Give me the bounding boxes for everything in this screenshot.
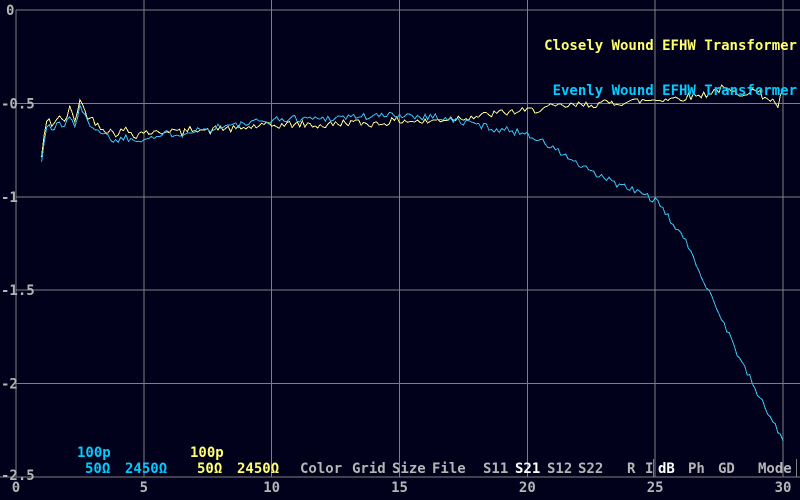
trace-evenly-wound [41, 103, 784, 441]
trace-closely-wound [41, 84, 784, 157]
menu-imaginary[interactable]: I [645, 461, 654, 477]
menu-separator-right [796, 459, 797, 477]
menu-real[interactable]: R [627, 461, 636, 477]
menu-file[interactable]: File [432, 461, 466, 477]
yellow-capacitance-value[interactable]: 100p [190, 445, 224, 461]
menu-grid[interactable]: Grid [352, 461, 386, 477]
menu-mode[interactable]: Mode [758, 461, 792, 477]
x-axis-label: 20 [519, 480, 536, 496]
y-axis-label: -1 [1, 190, 18, 206]
y-axis-label: -1.5 [1, 283, 35, 299]
menu-separator [653, 459, 654, 477]
x-axis-label: 5 [140, 480, 148, 496]
menu-ph[interactable]: Ph [688, 461, 705, 477]
cyan-capacitance-value[interactable]: 100p [77, 445, 111, 461]
y-axis-label: -2 [1, 377, 18, 393]
menu-color[interactable]: Color [300, 461, 343, 477]
yellow-load-impedance[interactable]: 2450Ω [237, 461, 280, 477]
y-axis-label: 0 [6, 3, 14, 19]
yellow-source-impedance[interactable]: 50Ω [197, 461, 223, 477]
menu-s11[interactable]: S11 [483, 461, 509, 477]
x-axis-label: 0 [12, 480, 20, 496]
x-axis-label: 10 [263, 480, 280, 496]
menu-size[interactable]: Size [392, 461, 426, 477]
x-axis-label: 30 [775, 480, 792, 496]
legend-evenly-wound: Evenly Wound EFHW Transformer [552, 83, 797, 99]
menu-db[interactable]: dB [658, 461, 675, 477]
menu-s21[interactable]: S21 [515, 461, 541, 477]
cyan-source-impedance[interactable]: 50Ω [85, 461, 111, 477]
cyan-load-impedance[interactable]: 2450Ω [125, 461, 168, 477]
menu-gd[interactable]: GD [718, 461, 735, 477]
x-axis-label: 15 [391, 480, 408, 496]
y-axis-label: -2.5 [1, 468, 35, 484]
menu-s12[interactable]: S12 [547, 461, 573, 477]
menu-s22[interactable]: S22 [578, 461, 604, 477]
y-axis-label: -0.5 [1, 96, 35, 112]
legend-closely-wound: Closely Wound EFHW Transformer [544, 38, 797, 54]
x-axis-label: 25 [647, 480, 664, 496]
legend: Closely Wound EFHW Transformer Evenly Wo… [544, 9, 797, 129]
